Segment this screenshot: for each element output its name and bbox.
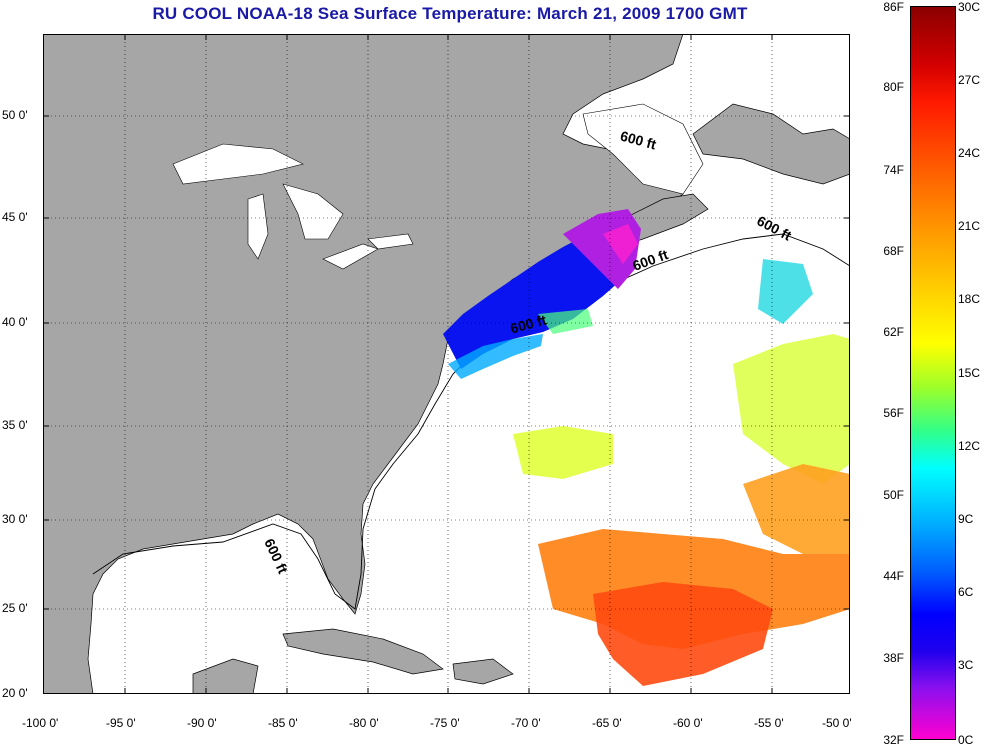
colorbar-fahrenheit-label: 80F [883,80,904,94]
sst-cold-north [443,229,633,369]
colorbar-fahrenheit-label: 50F [883,488,904,502]
lon-tick-label: -95 0' [106,716,136,730]
lat-tick-label: 45 0' [2,210,28,224]
lon-tick-label: -55 0' [754,716,784,730]
lon-tick-label: -65 0' [592,716,622,730]
colorbar-fahrenheit-label: 32F [883,733,904,747]
lake-huron [282,183,344,240]
lat-tick-label: 30 0' [2,512,28,526]
colorbar-celsius-label: 0C [958,733,974,747]
lat-tick-label: 20 0' [2,686,28,700]
sst-teal-east [758,259,813,324]
cuba-land [282,628,444,675]
sst-magenta [603,224,638,264]
colorbar-fahrenheit-label: 68F [883,244,904,258]
colorbar-celsius-label: 30C [958,0,981,14]
lon-tick-label: -80 0' [349,716,379,730]
lat-tick-label: 25 0' [2,601,28,615]
colorbar-fahrenheit-label: 86F [883,0,904,14]
colorbar-fahrenheit-label: 56F [883,406,904,420]
lon-tick-label: -60 0' [673,716,703,730]
map-title: RU COOL NOAA-18 Sea Surface Temperature:… [152,4,748,23]
colorbar-celsius-label: 15C [958,366,981,380]
lon-tick-label: -50 0' [822,716,852,730]
colorbar-fahrenheit-label: 38F [883,651,904,665]
lon-tick-label: -70 0' [511,716,541,730]
lon-tick-label: -75 0' [430,716,460,730]
colorbar-celsius-label: 12C [958,439,981,453]
lake-superior [172,143,304,185]
lat-tick-label: 50 0' [2,108,28,122]
colorbar-celsius-label: 24C [958,146,981,160]
map-frame [43,34,850,694]
sst-orange-1 [743,464,850,554]
colorbar-fahrenheit-label: 74F [883,163,904,177]
hispaniola-land [452,658,514,685]
shelf-contour-600ft [92,233,850,610]
colorbar-celsius-label: 6C [958,585,974,599]
lon-tick-label: -90 0' [187,716,217,730]
colorbar-celsius-label: 21C [958,219,981,233]
sst-cool-edge [448,334,543,379]
yucatan-land [192,658,259,694]
colorbar-fahrenheit-label: 62F [883,325,904,339]
lon-tick-label: -100 0' [22,716,59,730]
sst-map [43,34,850,694]
colorbar-celsius-label: 27C [958,73,981,87]
sst-yellow-1 [513,426,613,479]
lon-tick-label: -85 0' [268,716,298,730]
colorbar-fahrenheit-label: 44F [883,569,904,583]
sst-green [538,309,593,334]
sst-yellow-2 [733,334,850,484]
colorbar-celsius-label: 9C [958,512,974,526]
lake-ontario [367,233,414,250]
grid-lines [43,34,850,694]
temperature-colorbar [910,6,956,740]
sst-red-south [593,582,773,686]
lake-michigan [247,193,269,260]
colorbar-celsius-label: 18C [958,292,981,306]
newfoundland-land [692,103,850,185]
gulf-st-lawrence [582,103,704,195]
lat-tick-label: 40 0' [2,315,28,329]
lat-tick-label: 35 0' [2,418,28,432]
colorbar-celsius-label: 3C [958,658,974,672]
